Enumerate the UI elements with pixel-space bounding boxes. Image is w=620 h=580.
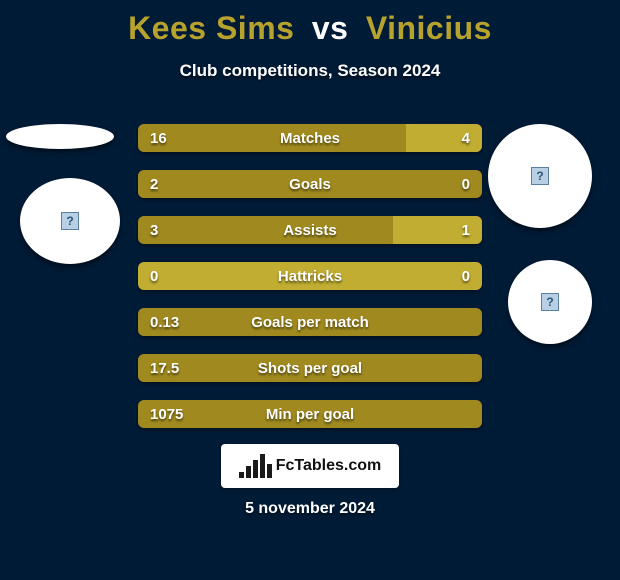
stat-label: Goals per match	[138, 308, 482, 336]
stat-row: 17.5Shots per goal	[138, 354, 482, 382]
stat-row: 1075Min per goal	[138, 400, 482, 428]
title-left: Kees Sims	[128, 10, 294, 46]
stat-row: 0Hattricks0	[138, 262, 482, 290]
stat-row: 16Matches4	[138, 124, 482, 152]
branding-label: FcTables.com	[276, 457, 382, 475]
stat-label: Goals	[138, 170, 482, 198]
avatar: ?	[508, 260, 592, 344]
stat-right-value: 0	[462, 170, 470, 198]
branding-bars-icon	[239, 454, 272, 478]
stat-right-value: 4	[462, 124, 470, 152]
stat-right-value: 1	[462, 216, 470, 244]
page-title: Kees Sims vs Vinicius	[0, 0, 620, 47]
stat-row: 0.13Goals per match	[138, 308, 482, 336]
stat-label: Hattricks	[138, 262, 482, 290]
stat-right-value: 0	[462, 262, 470, 290]
stats-table: 16Matches42Goals03Assists10Hattricks00.1…	[138, 124, 482, 446]
subtitle: Club competitions, Season 2024	[0, 61, 620, 81]
avatar	[6, 124, 114, 149]
stat-row: 2Goals0	[138, 170, 482, 198]
avatar: ?	[488, 124, 592, 228]
placeholder-icon: ?	[61, 212, 79, 230]
stat-row: 3Assists1	[138, 216, 482, 244]
placeholder-icon: ?	[541, 293, 559, 311]
branding-fctables: FcTables.com	[221, 444, 399, 488]
stat-label: Assists	[138, 216, 482, 244]
date-label: 5 november 2024	[0, 500, 620, 518]
stat-label: Matches	[138, 124, 482, 152]
title-vs: vs	[312, 10, 349, 46]
title-right: Vinicius	[366, 10, 492, 46]
stat-label: Min per goal	[138, 400, 482, 428]
avatar: ?	[20, 178, 120, 264]
stat-label: Shots per goal	[138, 354, 482, 382]
placeholder-icon: ?	[531, 167, 549, 185]
